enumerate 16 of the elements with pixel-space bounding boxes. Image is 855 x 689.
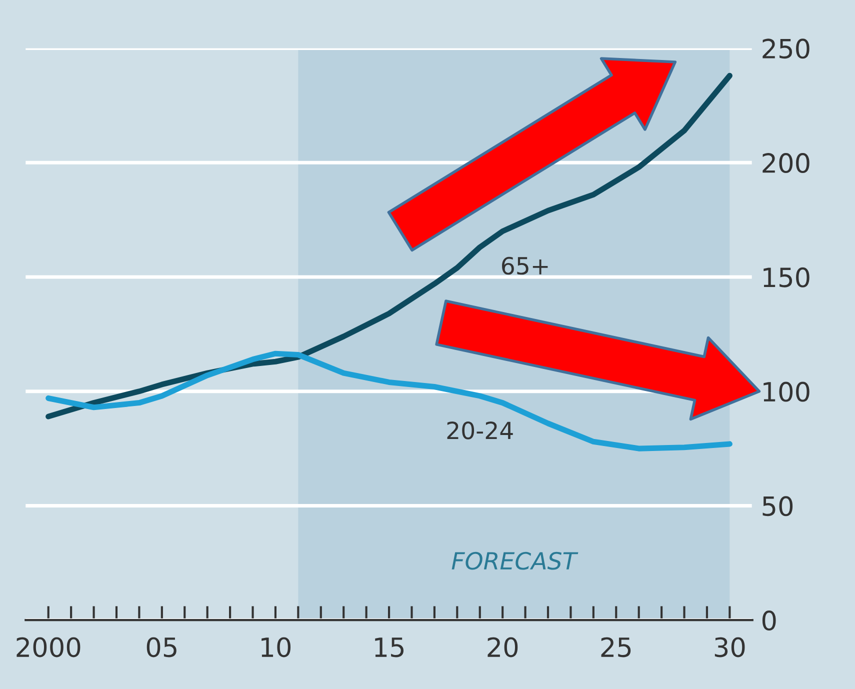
y-tick-label: 100 (764, 382, 810, 402)
x-tick-label: 20 (488, 637, 518, 658)
series-label: 65+ (502, 256, 548, 275)
series-label: 20-24 (447, 422, 513, 440)
x-tick-label: 2000 (16, 637, 80, 658)
y-tick-label: 250 (762, 38, 810, 59)
band-label: FORECAST (452, 552, 578, 570)
y-tick-label: 0 (762, 610, 776, 630)
y-tick-label: 50 (762, 496, 793, 516)
x-tick-label: 10 (262, 637, 291, 658)
x-tick-label: 30 (714, 637, 745, 658)
x-tick-label: 15 (375, 638, 404, 658)
x-tick-label: 05 (146, 637, 176, 658)
x-tick-label: 25 (601, 637, 631, 658)
y-tick-label: 150 (764, 267, 810, 288)
y-tick-label: 200 (762, 153, 810, 174)
